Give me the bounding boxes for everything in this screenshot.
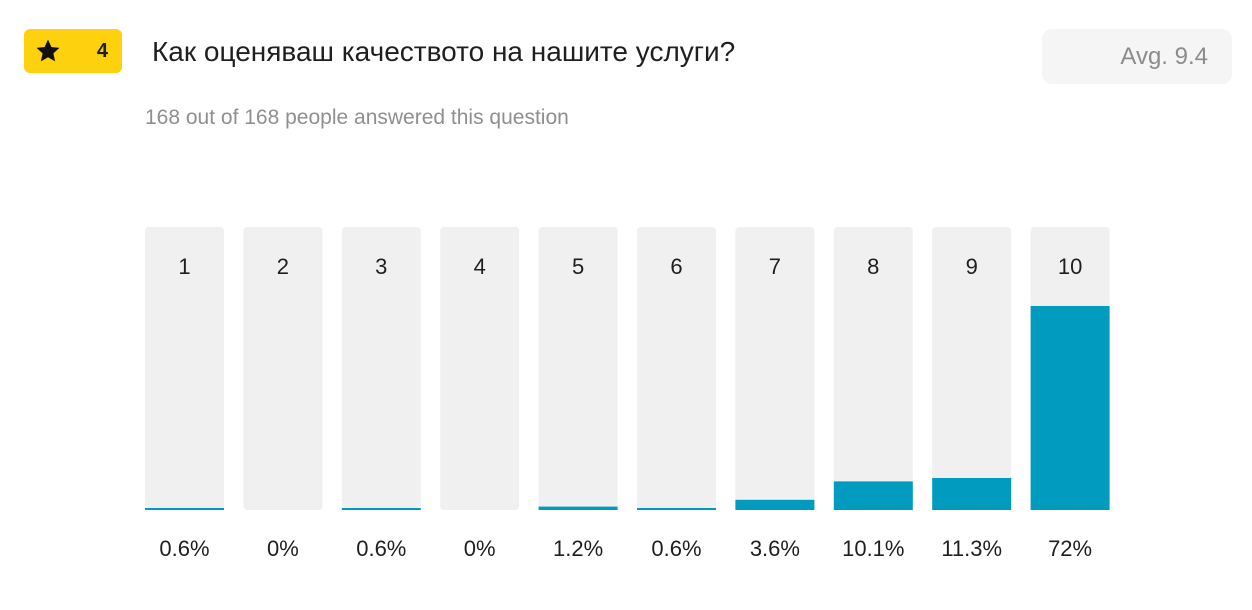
bar-track-4 [440, 227, 520, 510]
bar-9 [932, 477, 1012, 510]
bar-1 [145, 508, 224, 510]
category-label-2: 2 [277, 254, 289, 279]
average-score-badge: Avg. 9.4 [1042, 29, 1232, 84]
bar-track-6 [637, 227, 716, 510]
category-label-8: 8 [867, 254, 879, 279]
bar-8 [833, 481, 913, 510]
category-label-1: 1 [178, 254, 190, 279]
bar-track-1 [145, 227, 224, 510]
bar-3 [341, 508, 421, 510]
category-label-5: 5 [572, 254, 584, 279]
bar-10 [1030, 306, 1110, 510]
bar-5 [538, 506, 618, 510]
value-label-5: 1.2% [553, 536, 603, 561]
bar-track-8 [833, 227, 913, 510]
category-label-6: 6 [670, 254, 682, 279]
value-label-4: 0% [464, 536, 496, 561]
answered-count-text: 168 out of 168 people answered this ques… [145, 106, 569, 129]
bar-track-7 [735, 227, 815, 510]
bar-track-2 [243, 227, 323, 510]
bar-7 [735, 499, 815, 510]
bar-track-3 [341, 227, 421, 510]
value-label-8: 10.1% [842, 536, 904, 561]
star-icon [36, 39, 60, 62]
bar-track-5 [538, 227, 618, 510]
value-label-9: 11.3% [941, 536, 1002, 561]
value-label-2: 0% [267, 536, 299, 561]
value-label-6: 0.6% [651, 536, 701, 561]
question-number-badge: 4 [24, 29, 122, 73]
value-label-3: 0.6% [356, 536, 406, 561]
value-label-7: 3.6% [750, 536, 800, 561]
bar-track-9 [932, 227, 1012, 510]
bar-6 [637, 508, 716, 510]
category-label-9: 9 [966, 254, 978, 279]
question-number: 4 [96, 39, 108, 62]
category-label-7: 7 [769, 254, 781, 279]
category-label-3: 3 [375, 254, 387, 279]
question-title: Как оценяваш качеството на нашите услуги… [152, 36, 736, 67]
category-label-4: 4 [474, 254, 486, 279]
category-label-10: 10 [1058, 254, 1082, 279]
value-label-1: 0.6% [159, 536, 209, 561]
value-label-10: 72% [1048, 536, 1092, 561]
